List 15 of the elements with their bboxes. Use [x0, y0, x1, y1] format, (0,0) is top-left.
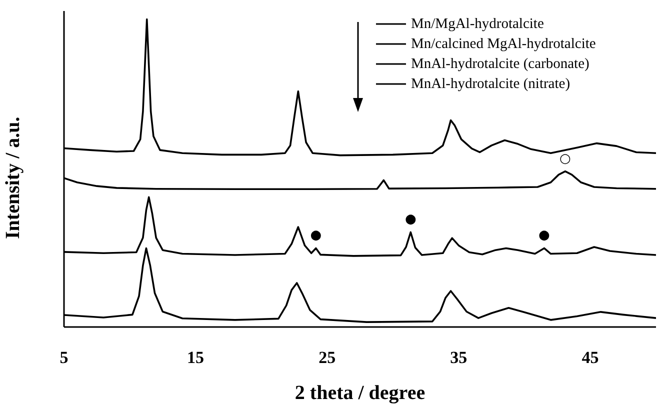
- annotation: ●: [538, 228, 550, 244]
- legend-label: MnAl-hydrotalcite (nitrate): [411, 76, 570, 92]
- annotation: ●: [404, 212, 416, 228]
- x-tick-label: 15: [187, 348, 204, 368]
- x-tick-label: 5: [60, 348, 68, 368]
- y-axis-title: Intensity / a.u.: [2, 116, 24, 239]
- annotation: ○: [560, 151, 571, 166]
- x-tick-label: 35: [450, 348, 468, 368]
- legend-label: MnAl-hydrotalcite (carbonate): [411, 56, 590, 72]
- legend-label: Mn/MgAl-hydrotalcite: [411, 16, 544, 32]
- annotation: ●: [310, 228, 322, 244]
- legend-label: Mn/calcined MgAl-hydrotalcite: [411, 36, 596, 52]
- x-axis-title: 2 theta / degree: [294, 382, 426, 404]
- x-tick-label: 25: [318, 348, 336, 368]
- x-tick-label: 45: [582, 348, 599, 368]
